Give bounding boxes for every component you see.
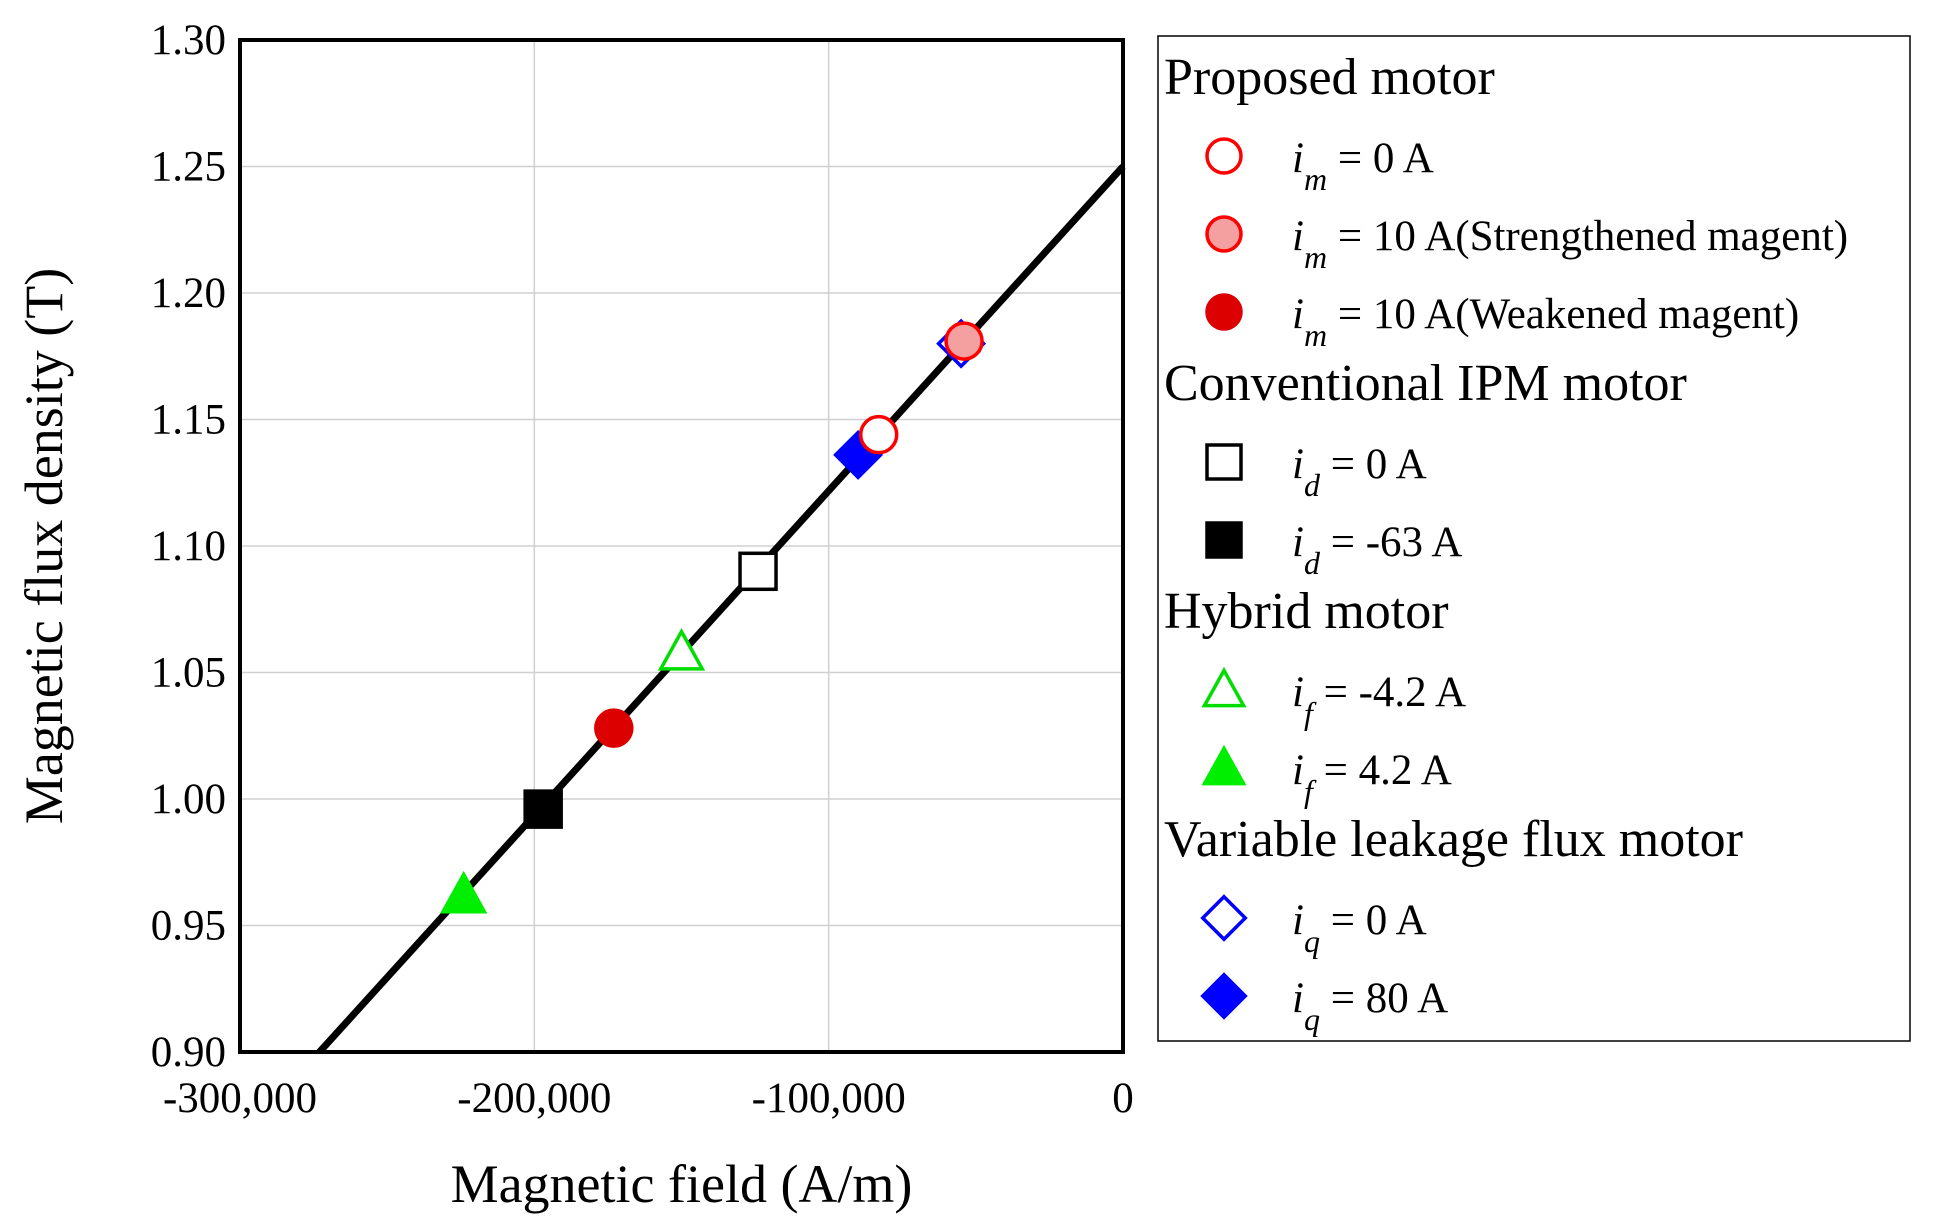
y-tick-label: 1.15 (151, 397, 226, 444)
data-point-ipm1 (523, 789, 563, 829)
data-point-ipm0 (738, 551, 778, 592)
x-axis-title: Magnetic field (A/m) (451, 1154, 913, 1214)
y-tick-label: 0.95 (151, 903, 226, 950)
data-point-hy1 (440, 870, 488, 914)
legend-marker-pms (1205, 215, 1243, 253)
y-tick-label: 1.10 (151, 523, 226, 570)
y-tick-label: 1.00 (151, 776, 226, 823)
legend-marker-vl1 (1200, 972, 1248, 1020)
data-point-pm0 (858, 414, 899, 455)
x-tick-label: 0 (1112, 1075, 1134, 1122)
y-tick-label: 0.90 (151, 1029, 226, 1076)
legend-marker-pm0 (1205, 137, 1243, 175)
x-tick-label: -100,000 (752, 1075, 906, 1122)
y-axis-ticks: 0.90 0.95 1.00 1.05 1.10 1.15 1.20 1.25 1.30 (151, 17, 226, 1076)
y-tick-label: 1.20 (151, 270, 226, 317)
legend-entry-pms: im = 10 A(Strengthened magent) (1292, 213, 1848, 275)
x-tick-label: -300,000 (163, 1075, 317, 1122)
legend-entry-pm0: im = 0 A (1292, 135, 1434, 197)
legend-entry-hy1: if = 4.2 A (1292, 747, 1452, 809)
plot-frame (238, 38, 1125, 1054)
y-axis-title: Magnetic flux density (T) (14, 268, 74, 824)
grid (239, 39, 1124, 1053)
y-tick-label: 1.05 (151, 650, 226, 697)
data-point-hy0 (657, 627, 706, 671)
legend-marker-hy0 (1201, 666, 1247, 708)
legend-box (1157, 35, 1911, 1042)
legend-entry-vl0: iq = 0 A (1292, 897, 1427, 959)
x-tick-label: -200,000 (457, 1075, 611, 1122)
x-axis-ticks: -300,000 -200,000 -100,000 0 (163, 1075, 1134, 1122)
legend-marker-ipm1 (1205, 521, 1243, 559)
legend: Proposed motor im = 0 A im = 10 A(Strength… (1157, 35, 1911, 1042)
legend-marker-ipm0 (1205, 443, 1243, 481)
legend-entry-pmw: im = 10 A(Weakened magent) (1292, 291, 1799, 353)
demagnetization-line (316, 164, 1126, 1055)
legend-group-heading: Hybrid motor (1164, 583, 1449, 640)
legend-group-heading: Conventional IPM motor (1164, 355, 1687, 412)
data-point-pmw (594, 708, 634, 748)
demagnetization-line-layer (316, 164, 1126, 1055)
data-point-pms (944, 321, 984, 361)
legend-group-heading: Proposed motor (1164, 49, 1495, 106)
legend-marker-vl0 (1200, 894, 1248, 942)
legend-entry-ipm1: id = -63 A (1292, 519, 1462, 581)
legend-group-heading: Variable leakage flux motor (1164, 811, 1743, 868)
legend-entry-vl1: iq = 80 A (1292, 975, 1448, 1037)
legend-entry-ipm0: id = 0 A (1292, 441, 1427, 503)
legend-marker-hy1 (1201, 744, 1247, 786)
data-markers (440, 318, 987, 914)
legend-marker-pmw (1205, 293, 1243, 331)
y-tick-label: 1.30 (151, 17, 226, 64)
y-tick-label: 1.25 (151, 144, 226, 191)
